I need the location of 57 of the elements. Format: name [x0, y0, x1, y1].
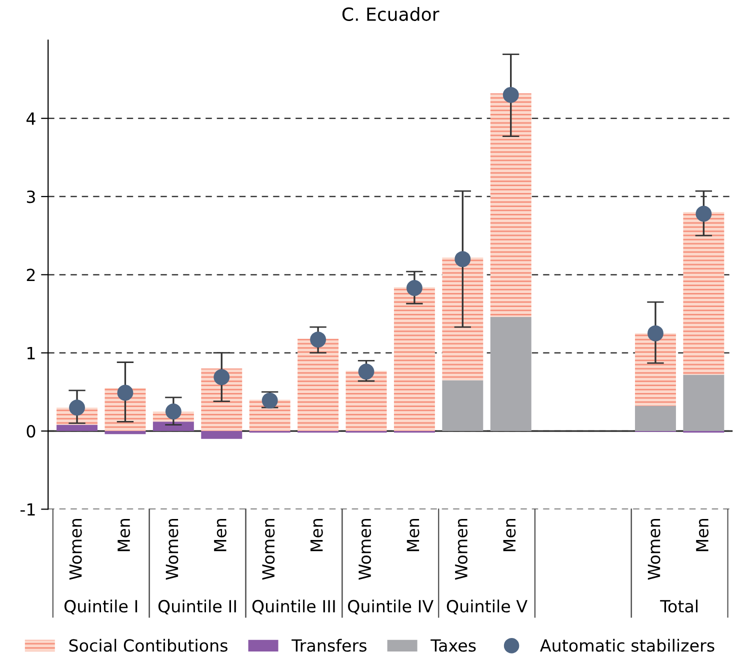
bar	[683, 212, 724, 375]
legend-label: Transfers	[292, 638, 366, 652]
text: Quintile III	[252, 600, 335, 614]
y-tick-label: 2	[26, 268, 35, 282]
point	[117, 384, 134, 401]
legend-label: Social Contibutions	[69, 638, 228, 652]
bar	[634, 333, 676, 406]
text: Total	[660, 600, 698, 613]
bar	[442, 258, 484, 380]
bar	[490, 316, 532, 432]
y-tick-label: -1	[20, 503, 35, 516]
bar	[56, 424, 98, 432]
bar	[201, 368, 242, 432]
point	[358, 364, 374, 380]
chart-title: C. Ecuador	[342, 7, 440, 22]
bar	[442, 380, 484, 432]
point	[214, 369, 230, 386]
point	[406, 280, 422, 296]
bar	[346, 370, 387, 432]
y-tick-label: 1	[28, 347, 35, 360]
point	[165, 404, 182, 420]
x-tick-label: Men	[406, 518, 420, 552]
point	[69, 400, 85, 416]
bar	[394, 287, 435, 432]
point	[310, 332, 326, 348]
point	[647, 325, 664, 342]
bar	[683, 374, 724, 432]
x-tick-label: Women	[358, 518, 372, 580]
bar	[490, 93, 532, 317]
bar	[634, 406, 676, 432]
x-tick-label: Women	[648, 518, 660, 580]
bar	[201, 431, 242, 439]
y-tick-label: 4	[26, 112, 36, 125]
x-tick-label: Men	[310, 518, 323, 552]
y-tick-label: 0	[26, 424, 36, 438]
text: Quintile I	[64, 600, 138, 614]
bar	[298, 338, 339, 432]
x-tick-label: Women	[262, 518, 275, 580]
bar	[104, 431, 146, 434]
legend-label: Automatic stabilizers	[540, 638, 714, 652]
point	[454, 251, 471, 268]
text: Quintile V	[446, 600, 528, 614]
x-tick-label: Women	[166, 518, 178, 580]
x-tick-label: Women	[69, 518, 82, 580]
x-tick-label: Men	[503, 518, 516, 552]
bar	[152, 422, 194, 432]
y-tick-label: 3	[26, 190, 35, 204]
x-tick-label: Men	[214, 518, 226, 552]
text: Quintile II	[158, 600, 236, 614]
x-tick-label: Women	[455, 518, 468, 580]
point	[696, 206, 712, 222]
text: Quintile IV	[348, 600, 434, 614]
x-tick-label: Men	[118, 518, 130, 552]
legend-label: Taxes	[430, 639, 476, 652]
x-tick-label: Men	[696, 518, 709, 552]
bar	[249, 400, 290, 432]
point	[502, 86, 519, 103]
